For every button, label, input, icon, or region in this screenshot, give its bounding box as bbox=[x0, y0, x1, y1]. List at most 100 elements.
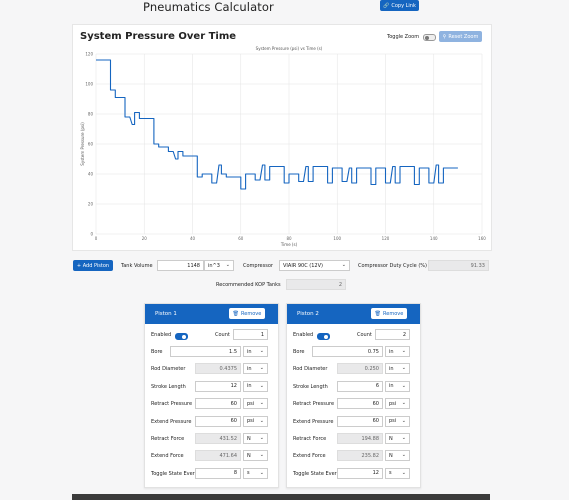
toggle-state-unit-select[interactable]: s ⌄ bbox=[385, 467, 410, 479]
x-tick-label: 160 bbox=[478, 236, 486, 241]
chevron-down-icon: ⌄ bbox=[259, 400, 264, 407]
bore-unit-select[interactable]: in ⌄ bbox=[385, 346, 410, 357]
toggle-zoom-label: Toggle Zoom bbox=[387, 34, 420, 40]
toggle-state-unit-select[interactable]: s ⌄ bbox=[243, 467, 268, 479]
compressor-select[interactable]: VIAIR 90C (12V) ⌄ bbox=[279, 260, 350, 271]
stroke-unit-select[interactable]: in ⌄ bbox=[243, 380, 268, 392]
x-tick-label: 100 bbox=[333, 236, 341, 241]
chart-title: System Pressure Over Time bbox=[80, 31, 237, 42]
y-tick-label: 120 bbox=[85, 52, 93, 57]
piston-title: Piston 2 bbox=[297, 311, 319, 317]
remove-label: Remove bbox=[241, 310, 262, 317]
chevron-down-icon: ⌄ bbox=[401, 452, 406, 459]
extend-force-unit-select[interactable]: N ⌄ bbox=[385, 450, 410, 462]
chart-subtitle: System Pressure (psi) vs Time (s) bbox=[256, 46, 323, 51]
unit-value: psi bbox=[247, 418, 255, 425]
bore-unit-select[interactable]: in ⌄ bbox=[243, 346, 268, 357]
toggle-state-input[interactable]: 8 bbox=[195, 467, 241, 479]
unit-value: N bbox=[247, 435, 251, 442]
stroke-unit-select[interactable]: in ⌄ bbox=[385, 380, 410, 392]
tank-unit-value: in^3 bbox=[208, 262, 220, 269]
count-input[interactable]: 1 bbox=[233, 329, 268, 340]
unit-value: s bbox=[247, 470, 250, 477]
extend-pressure-unit-select[interactable]: psi ⌄ bbox=[385, 415, 410, 427]
extend-force-unit-select[interactable]: N ⌄ bbox=[243, 450, 268, 462]
unit-value: in bbox=[247, 348, 252, 355]
bore-label: Bore bbox=[151, 349, 163, 355]
rod-input: 0.4375 bbox=[195, 363, 241, 375]
copy-link-button[interactable]: 🔗 Copy Link bbox=[380, 0, 419, 11]
unit-value: psi bbox=[389, 400, 397, 407]
unit-value: N bbox=[389, 452, 393, 459]
rod-unit-select[interactable]: in ⌄ bbox=[385, 363, 410, 375]
extend-force-label: Extend Force bbox=[293, 453, 326, 460]
copy-link-label: Copy Link bbox=[391, 2, 416, 9]
tank-unit-select[interactable]: in^3 ⌄ bbox=[204, 260, 234, 271]
retract-force-unit-select[interactable]: N ⌄ bbox=[385, 433, 410, 444]
retract-force-label: Retract Force bbox=[293, 436, 327, 442]
kop-label: Recommended KOP Tanks bbox=[216, 282, 281, 288]
extend-pressure-input[interactable]: 60 bbox=[195, 415, 241, 427]
piston-title: Piston 1 bbox=[155, 311, 177, 317]
chevron-down-icon: ⌄ bbox=[341, 262, 346, 268]
extend-force-input: 235.82 bbox=[337, 450, 383, 462]
toggle-zoom-switch[interactable] bbox=[423, 34, 436, 41]
unit-value: s bbox=[389, 470, 392, 477]
chevron-down-icon: ⌄ bbox=[401, 365, 406, 372]
reset-zoom-button[interactable]: ⚲ Reset Zoom bbox=[439, 31, 482, 42]
extend-pressure-input[interactable]: 60 bbox=[337, 415, 383, 427]
stroke-label: Stroke Length bbox=[293, 383, 328, 390]
chevron-down-icon: ⌄ bbox=[401, 469, 406, 476]
chevron-down-icon: ⌄ bbox=[401, 417, 406, 424]
y-axis-label: System Pressure (psi) bbox=[80, 122, 85, 166]
count-label: Count bbox=[357, 332, 372, 338]
extend-pressure-unit-select[interactable]: psi ⌄ bbox=[243, 415, 268, 427]
duty-cycle-label: Compressor Duty Cycle (%) bbox=[358, 263, 427, 269]
retract-pressure-input[interactable]: 60 bbox=[337, 398, 383, 410]
chevron-down-icon: ⌄ bbox=[259, 365, 264, 372]
retract-pressure-unit-select[interactable]: psi ⌄ bbox=[385, 398, 410, 410]
chevron-down-icon: ⌄ bbox=[259, 417, 264, 424]
rod-label: Rod Diameter bbox=[151, 366, 186, 373]
x-tick-label: 60 bbox=[238, 236, 244, 241]
piston-card-header: Piston 1 🗑 Remove bbox=[145, 304, 278, 324]
enabled-toggle[interactable] bbox=[175, 333, 188, 340]
remove-piston-button[interactable]: 🗑 Remove bbox=[229, 308, 265, 319]
retract-pressure-unit-select[interactable]: psi ⌄ bbox=[243, 398, 268, 410]
chevron-down-icon: ⌄ bbox=[259, 435, 264, 441]
remove-piston-button[interactable]: 🗑 Remove bbox=[371, 308, 407, 319]
toggle-state-input[interactable]: 12 bbox=[337, 467, 383, 479]
compressor-value: VIAIR 90C (12V) bbox=[283, 262, 323, 269]
bore-input[interactable]: 0.75 bbox=[312, 346, 383, 357]
trash-icon: 🗑 bbox=[232, 310, 240, 317]
kop-field: 2 bbox=[286, 279, 346, 290]
tank-volume-input[interactable]: 1148 bbox=[157, 260, 204, 271]
tank-volume-label: Tank Volume bbox=[121, 263, 153, 269]
count-label: Count bbox=[215, 332, 230, 338]
bore-input[interactable]: 1.5 bbox=[170, 346, 241, 357]
chevron-down-icon: ⌄ bbox=[259, 469, 264, 476]
chevron-down-icon: ⌄ bbox=[401, 435, 406, 441]
rod-unit-select[interactable]: in ⌄ bbox=[243, 363, 268, 375]
rod-label: Rod Diameter bbox=[293, 366, 328, 373]
enabled-toggle[interactable] bbox=[317, 333, 330, 340]
stroke-label: Stroke Length bbox=[151, 383, 186, 390]
duty-cycle-field: 91.33 bbox=[428, 260, 489, 271]
pressure-chart[interactable]: 0 20 40 60 80 100 120 0 20 40 60 80 100 120 140 160 Syst… bbox=[73, 43, 491, 250]
stroke-input[interactable]: 6 bbox=[337, 380, 383, 392]
chevron-down-icon: ⌄ bbox=[259, 382, 264, 389]
retract-pressure-label: Retract Pressure bbox=[293, 401, 335, 408]
unit-value: in bbox=[247, 383, 252, 390]
retract-pressure-input[interactable]: 60 bbox=[195, 398, 241, 410]
retract-force-unit-select[interactable]: N ⌄ bbox=[243, 433, 268, 444]
y-tick-label: 0 bbox=[90, 232, 93, 237]
rod-input: 0.250 bbox=[337, 363, 383, 375]
chevron-down-icon: ⌄ bbox=[259, 452, 264, 459]
add-piston-button[interactable]: + Add Piston bbox=[73, 260, 113, 271]
unit-value: psi bbox=[247, 400, 255, 407]
stroke-input[interactable]: 12 bbox=[195, 380, 241, 392]
link-icon: 🔗 bbox=[383, 2, 390, 9]
count-input[interactable]: 2 bbox=[375, 329, 410, 340]
unit-value: psi bbox=[389, 418, 397, 425]
remove-label: Remove bbox=[383, 310, 404, 317]
